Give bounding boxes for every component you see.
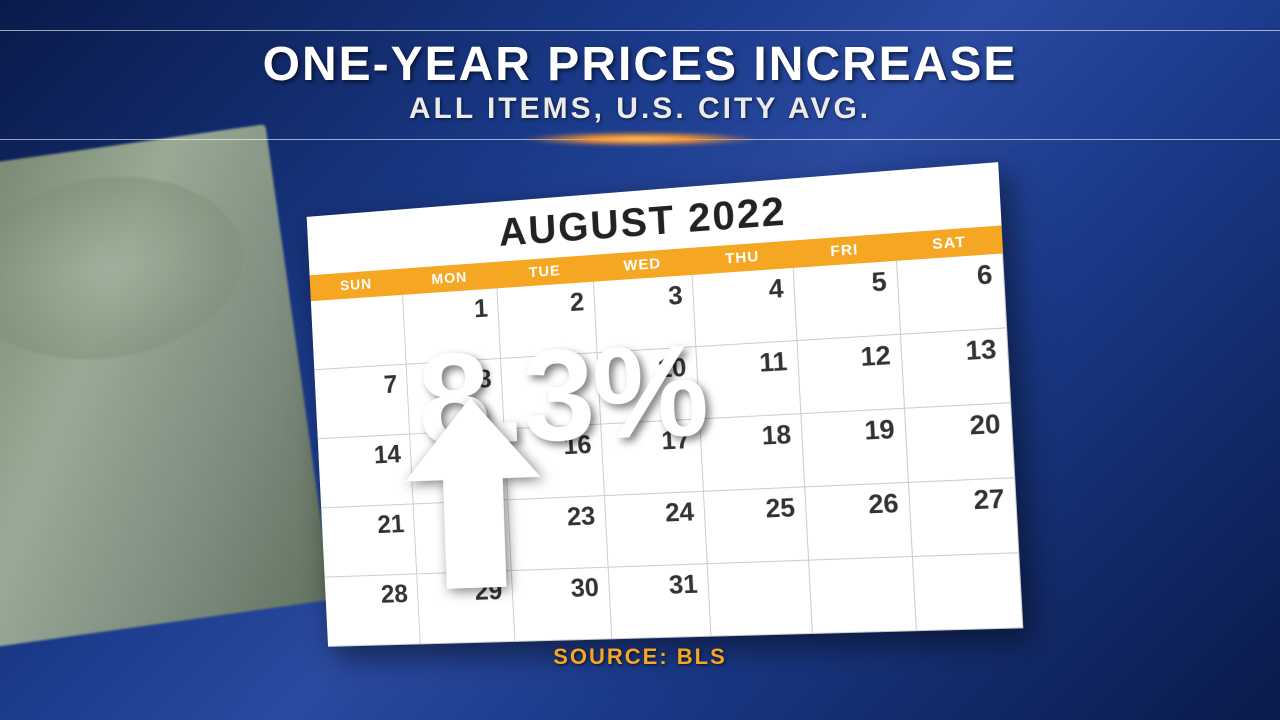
- stat-overlay: 8.3%: [397, 315, 708, 476]
- calendar-cell: [708, 561, 813, 637]
- calendar-cell: 11: [696, 341, 801, 419]
- calendar-cell: 21: [321, 504, 417, 577]
- calendar-cell: 4: [693, 268, 798, 347]
- calendar-cell: 6: [897, 253, 1007, 334]
- calendar-cell: 18: [700, 414, 805, 492]
- calendar-cell: [809, 557, 917, 634]
- lens-flare: [520, 132, 760, 146]
- calendar-cell: 14: [318, 434, 414, 508]
- calendar-cell: 13: [901, 328, 1011, 408]
- headline-title: ONE-YEAR PRICES INCREASE: [0, 37, 1280, 92]
- calendar-cell: [311, 295, 407, 370]
- calendar-cell: 12: [798, 335, 906, 414]
- calendar-cell: 20: [905, 403, 1015, 483]
- calendar-cell: 26: [805, 483, 913, 561]
- money-background: [0, 124, 332, 647]
- header-band: ONE-YEAR PRICES INCREASE ALL ITEMS, U.S.…: [0, 30, 1280, 140]
- calendar-cell: 24: [605, 492, 708, 568]
- calendar-cell: 25: [704, 487, 809, 564]
- source-attribution: SOURCE: BLS: [0, 644, 1280, 670]
- calendar-cell: 7: [314, 365, 410, 440]
- calendar-cell: 19: [801, 409, 909, 488]
- calendar-cell: 5: [794, 261, 901, 341]
- calendar-cell: 31: [609, 564, 712, 639]
- calendar-cell: [913, 553, 1023, 631]
- calendar-cell: 27: [909, 478, 1019, 557]
- headline-subtitle: ALL ITEMS, U.S. CITY AVG.: [0, 92, 1280, 126]
